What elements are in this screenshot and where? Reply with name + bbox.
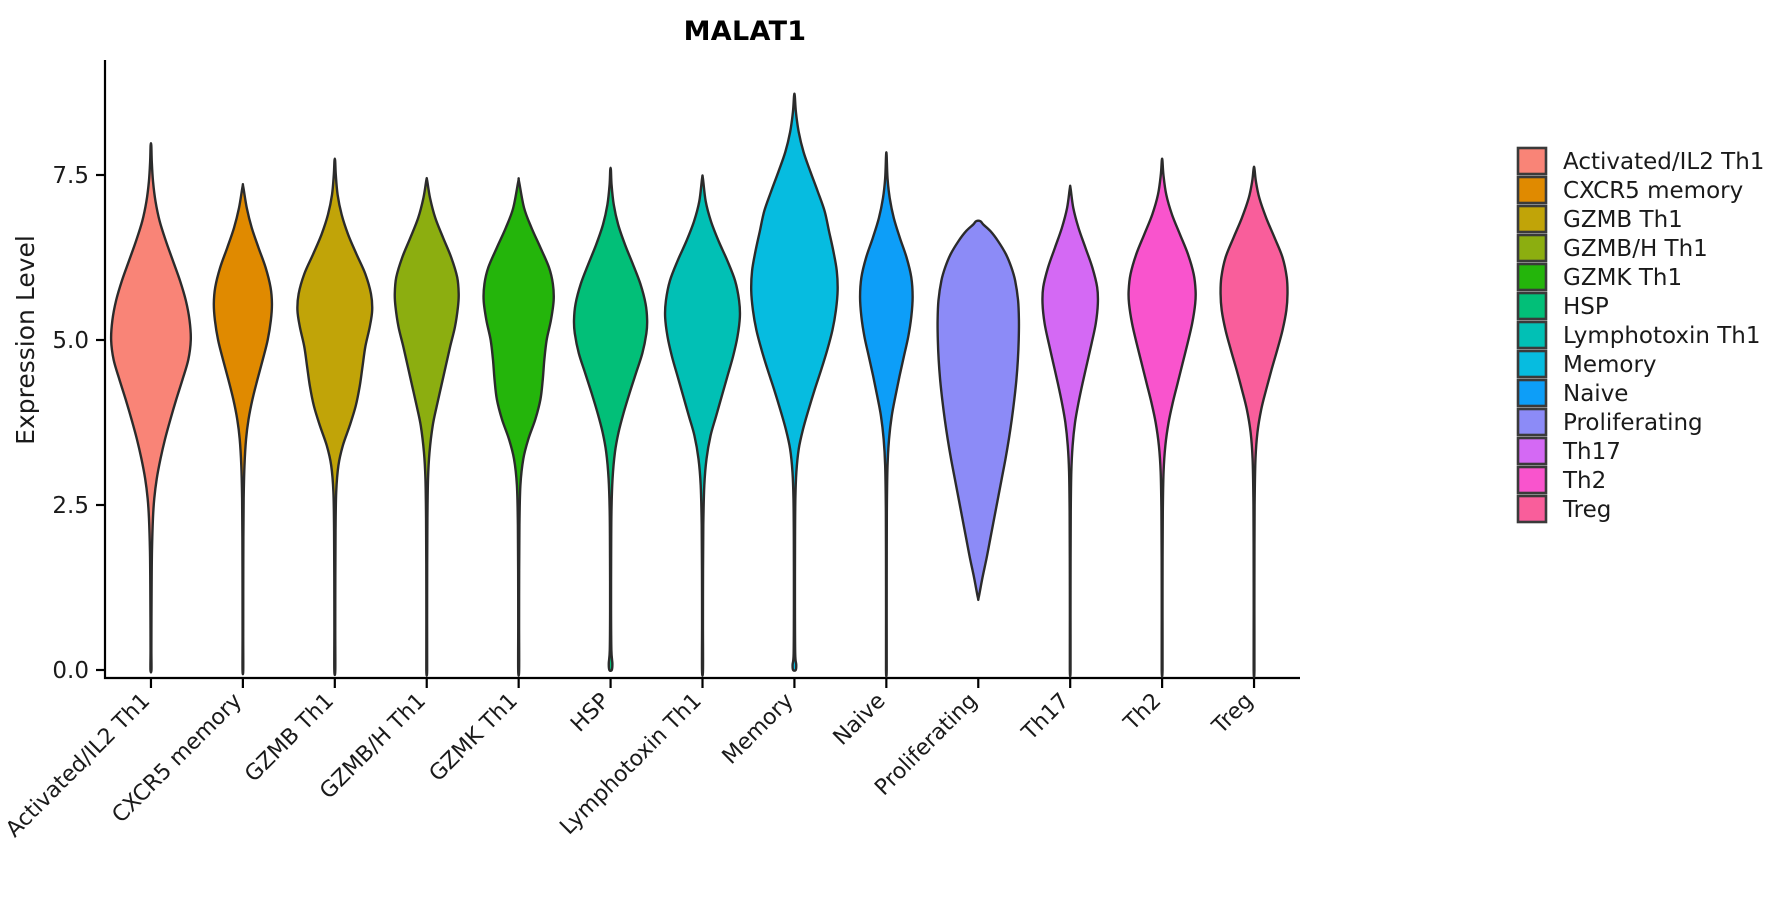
violin-body	[749, 92, 839, 672]
violin-body	[212, 183, 274, 676]
x-tick-label: GZMB Th1	[240, 689, 339, 788]
violin-memory	[749, 92, 839, 672]
x-tick-label: Th2	[1119, 689, 1167, 737]
x-tick-label: HSP	[566, 689, 615, 738]
legend-swatch	[1516, 465, 1548, 495]
legend-label: Activated/IL2 Th1	[1563, 149, 1764, 175]
violin-proliferating	[936, 219, 1021, 602]
violin-body	[393, 176, 460, 677]
legend-label: Treg	[1562, 497, 1611, 523]
legend-swatch	[1516, 233, 1548, 263]
legend-item: CXCR5 memory	[1516, 175, 1743, 205]
violin-activated-il2-th1	[109, 142, 193, 674]
page-title: MALAT1	[683, 16, 807, 47]
axis-spines	[103, 60, 1300, 680]
legend-label: Memory	[1563, 352, 1657, 378]
violin-lymphotoxin-th1	[663, 174, 742, 677]
legend: Activated/IL2 Th1 CXCR5 memory GZMB Th1 GZM…	[1516, 146, 1764, 524]
legend-label: GZMK Th1	[1563, 265, 1682, 291]
legend-swatch	[1516, 378, 1548, 408]
violin-treg	[1219, 165, 1289, 679]
violin-hsp	[572, 166, 649, 673]
legend-item: Proliferating	[1516, 407, 1703, 437]
legend-item: Th2	[1516, 465, 1606, 495]
legend-swatch	[1516, 146, 1548, 176]
legend-swatch	[1516, 204, 1548, 234]
legend-item: Memory	[1516, 349, 1657, 379]
violin-naive	[858, 151, 914, 678]
legend-swatch	[1516, 262, 1548, 292]
legend-label: Lymphotoxin Th1	[1563, 323, 1761, 349]
y-tick-label: 2.5	[52, 493, 89, 519]
violin-gzmb-th1	[296, 157, 374, 677]
violin-gzmk-th1	[482, 177, 555, 677]
legend-swatch	[1516, 175, 1548, 205]
legend-item: Treg	[1516, 494, 1611, 524]
legend-item: Naive	[1516, 378, 1628, 408]
violin-body	[858, 151, 914, 678]
legend-item: Lymphotoxin Th1	[1516, 320, 1761, 350]
violin-cxcr5-memory	[212, 183, 274, 676]
violin-body	[1127, 157, 1197, 678]
x-tick-label: Memory	[718, 689, 799, 770]
legend-label: HSP	[1563, 294, 1609, 320]
legend-item: HSP	[1516, 291, 1609, 321]
axes-layer: 0.0 2.5 5.0 7.5 Expression Level	[11, 60, 1300, 688]
legend-swatch	[1516, 494, 1548, 524]
legend-swatch	[1516, 349, 1548, 379]
x-tick-label: Th17	[1017, 689, 1075, 747]
legend-label: Naive	[1563, 381, 1628, 407]
legend-swatch	[1516, 320, 1548, 350]
legend-item: GZMB/H Th1	[1516, 233, 1708, 263]
x-tick-label: GZMK Th1	[425, 689, 523, 787]
violin-body	[109, 142, 193, 674]
legend-label: GZMB Th1	[1563, 207, 1683, 233]
legend-label: Th17	[1562, 439, 1621, 465]
y-tick-label: 5.0	[52, 328, 89, 354]
violin-th17	[1041, 184, 1100, 678]
violin-gzmb-h-th1	[393, 176, 460, 677]
legend-label: Proliferating	[1563, 410, 1703, 436]
violin-body	[572, 166, 649, 673]
legend-label: Th2	[1562, 468, 1606, 494]
legend-swatch	[1516, 291, 1548, 321]
legend-item: Activated/IL2 Th1	[1516, 146, 1764, 176]
violins-layer	[109, 92, 1289, 679]
violin-body	[663, 174, 742, 677]
legend-item: Th17	[1516, 436, 1621, 466]
legend-item: GZMB Th1	[1516, 204, 1683, 234]
violin-body	[936, 219, 1021, 602]
y-tick-label: 0.0	[52, 658, 89, 684]
y-tick-label: 7.5	[52, 163, 89, 189]
violin-body	[1041, 184, 1100, 678]
legend-label: GZMB/H Th1	[1563, 236, 1708, 262]
violin-body	[296, 157, 374, 677]
legend-label: CXCR5 memory	[1563, 178, 1743, 204]
violin-body	[482, 177, 555, 677]
violin-body	[1219, 165, 1289, 679]
x-tick-label: Treg	[1207, 689, 1258, 740]
legend-swatch	[1516, 436, 1548, 466]
legend-item: GZMK Th1	[1516, 262, 1682, 292]
violin-th2	[1127, 157, 1197, 678]
legend-swatch	[1516, 407, 1548, 437]
y-axis-label: Expression Level	[11, 235, 40, 445]
x-tick-label: Naive	[829, 689, 891, 751]
